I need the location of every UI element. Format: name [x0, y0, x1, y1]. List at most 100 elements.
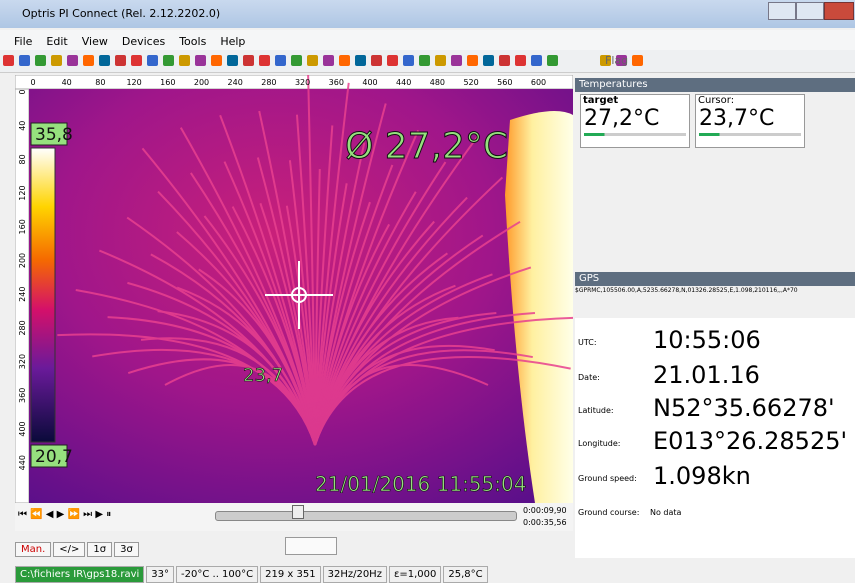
ruler-top-label: 160: [160, 78, 175, 87]
toolbar-button[interactable]: [51, 55, 62, 66]
toolbar-button[interactable]: [131, 55, 142, 66]
ruler-left-label: 280: [18, 320, 27, 335]
temp-box: Cursor: 23,7°C: [695, 94, 805, 148]
toolbar-button[interactable]: [632, 55, 643, 66]
mode-button[interactable]: 1σ: [87, 542, 113, 557]
mode-button[interactable]: 3σ: [114, 542, 139, 557]
toolbar-button[interactable]: [211, 55, 222, 66]
ruler-left-label: 160: [18, 219, 27, 234]
ruler-left-label: 0: [18, 89, 27, 94]
toolbar-button[interactable]: [403, 55, 414, 66]
ruler-top-label: 240: [228, 78, 243, 87]
menu-bar: File Edit View Devices Tools Help: [0, 30, 855, 50]
close-button[interactable]: [824, 2, 854, 20]
scale-min-box: [30, 444, 68, 468]
side-panel: Temperatures target 27,2°C Cursor: 23,7°C G…: [575, 78, 855, 558]
toolbar-button[interactable]: [547, 55, 558, 66]
crosshair: [265, 261, 333, 329]
ruler-left-label: 400: [18, 421, 27, 436]
toolbar-button[interactable]: [99, 55, 110, 66]
status-field: 25,8°C: [443, 566, 488, 583]
toolbar-button[interactable]: [163, 55, 174, 66]
toolbar-button[interactable]: [307, 55, 318, 66]
ruler-left-label: 80: [18, 154, 27, 164]
ruler-left-label: 40: [18, 121, 27, 131]
gps-value: 21.01.16: [653, 361, 760, 389]
scale-slider[interactable]: [285, 537, 337, 555]
toolbar-button[interactable]: [499, 55, 510, 66]
toolbar-button[interactable]: [179, 55, 190, 66]
toolbar-button[interactable]: [435, 55, 446, 66]
leaf: [141, 147, 316, 446]
mode-button[interactable]: </>: [53, 542, 86, 557]
toolbar-button[interactable]: [616, 55, 627, 66]
ruler-top-label: 360: [329, 78, 344, 87]
toolbar-button[interactable]: [387, 55, 398, 66]
color-scale: [30, 147, 56, 443]
minimize-button[interactable]: [768, 2, 796, 20]
leaf: [314, 364, 489, 446]
scale-max: 35,8: [35, 125, 73, 145]
scale-max-box: [30, 122, 68, 146]
toolbar-button[interactable]: [259, 55, 270, 66]
toolbar-button[interactable]: [531, 55, 542, 66]
gps-label: Date:: [578, 373, 600, 382]
toolbar-button[interactable]: [467, 55, 478, 66]
toolbar-button[interactable]: [147, 55, 158, 66]
flag-label[interactable]: Flag: [605, 54, 629, 67]
gps-value: 1.098kn: [653, 462, 751, 490]
status-field: C:\fichiers IR\gps18.ravi: [15, 566, 145, 583]
temp-indicator: [584, 133, 686, 136]
toolbar-button[interactable]: [483, 55, 494, 66]
leaf: [57, 333, 316, 446]
toolbar-button[interactable]: [291, 55, 302, 66]
mode-button[interactable]: Man.: [15, 542, 52, 557]
menu-item[interactable]: Tools: [179, 35, 207, 48]
ruler-left-label: 440: [18, 455, 27, 470]
current-time: 0:00:09,90: [523, 506, 567, 515]
toolbar-button[interactable]: [83, 55, 94, 66]
ruler-top-label: 200: [194, 78, 209, 87]
temp-label: Cursor:: [698, 95, 735, 106]
toolbar-button[interactable]: [451, 55, 462, 66]
toolbar-button[interactable]: [19, 55, 30, 66]
toolbar-button[interactable]: [323, 55, 334, 66]
gps-label: Longitude:: [578, 439, 621, 448]
toolbar-button[interactable]: [275, 55, 286, 66]
temp-indicator: [699, 133, 801, 136]
toolbar-button[interactable]: [339, 55, 350, 66]
scale-modes: Man. </> 1σ 3σ: [15, 537, 141, 557]
toolbar-button[interactable]: [371, 55, 382, 66]
status-field: 32Hz/20Hz: [322, 566, 387, 583]
hot-object: [505, 111, 573, 503]
menu-item[interactable]: Devices: [121, 35, 166, 48]
maximize-button[interactable]: [796, 2, 824, 20]
toolbar-button[interactable]: [67, 55, 78, 66]
playback-controls[interactable]: ⏮ ⏪ ◀ ▶ ⏩ ⏭ ▶ ⏸: [18, 509, 112, 520]
temperatures-header: Temperatures: [575, 78, 855, 92]
timeline-thumb[interactable]: [292, 505, 304, 519]
toolbar-button[interactable]: [600, 55, 611, 66]
thermal-view: 35,8 20,7 Ø 27,2°C 23,7 21/01/2016 11:55…: [15, 75, 573, 503]
toolbar-button[interactable]: [227, 55, 238, 66]
ruler-top-label: 280: [261, 78, 276, 87]
toolbar-button[interactable]: [195, 55, 206, 66]
leaf: [179, 127, 316, 446]
toolbar-button[interactable]: [3, 55, 14, 66]
timeline[interactable]: [215, 511, 517, 521]
menu-item[interactable]: View: [81, 35, 108, 48]
toolbar-button[interactable]: [35, 55, 46, 66]
toolbar-button[interactable]: [355, 55, 366, 66]
ruler-top-label: 600: [531, 78, 546, 87]
playback-bar: ⏮ ⏪ ◀ ▶ ⏩ ⏭ ▶ ⏸ 0:00:09,90 0:00:35,56: [15, 503, 573, 531]
toolbar-button[interactable]: [115, 55, 126, 66]
ruler-top-label: 0: [30, 78, 35, 87]
toolbar-button[interactable]: [419, 55, 430, 66]
status-bar: C:\fichiers IR\gps18.ravi 33° -20°C .. 100…: [15, 562, 490, 583]
menu-item[interactable]: Help: [220, 35, 246, 48]
menu-item[interactable]: Edit: [46, 35, 68, 48]
toolbar-button[interactable]: [243, 55, 254, 66]
toolbar-button[interactable]: [515, 55, 526, 66]
menu-item[interactable]: File: [14, 35, 33, 48]
